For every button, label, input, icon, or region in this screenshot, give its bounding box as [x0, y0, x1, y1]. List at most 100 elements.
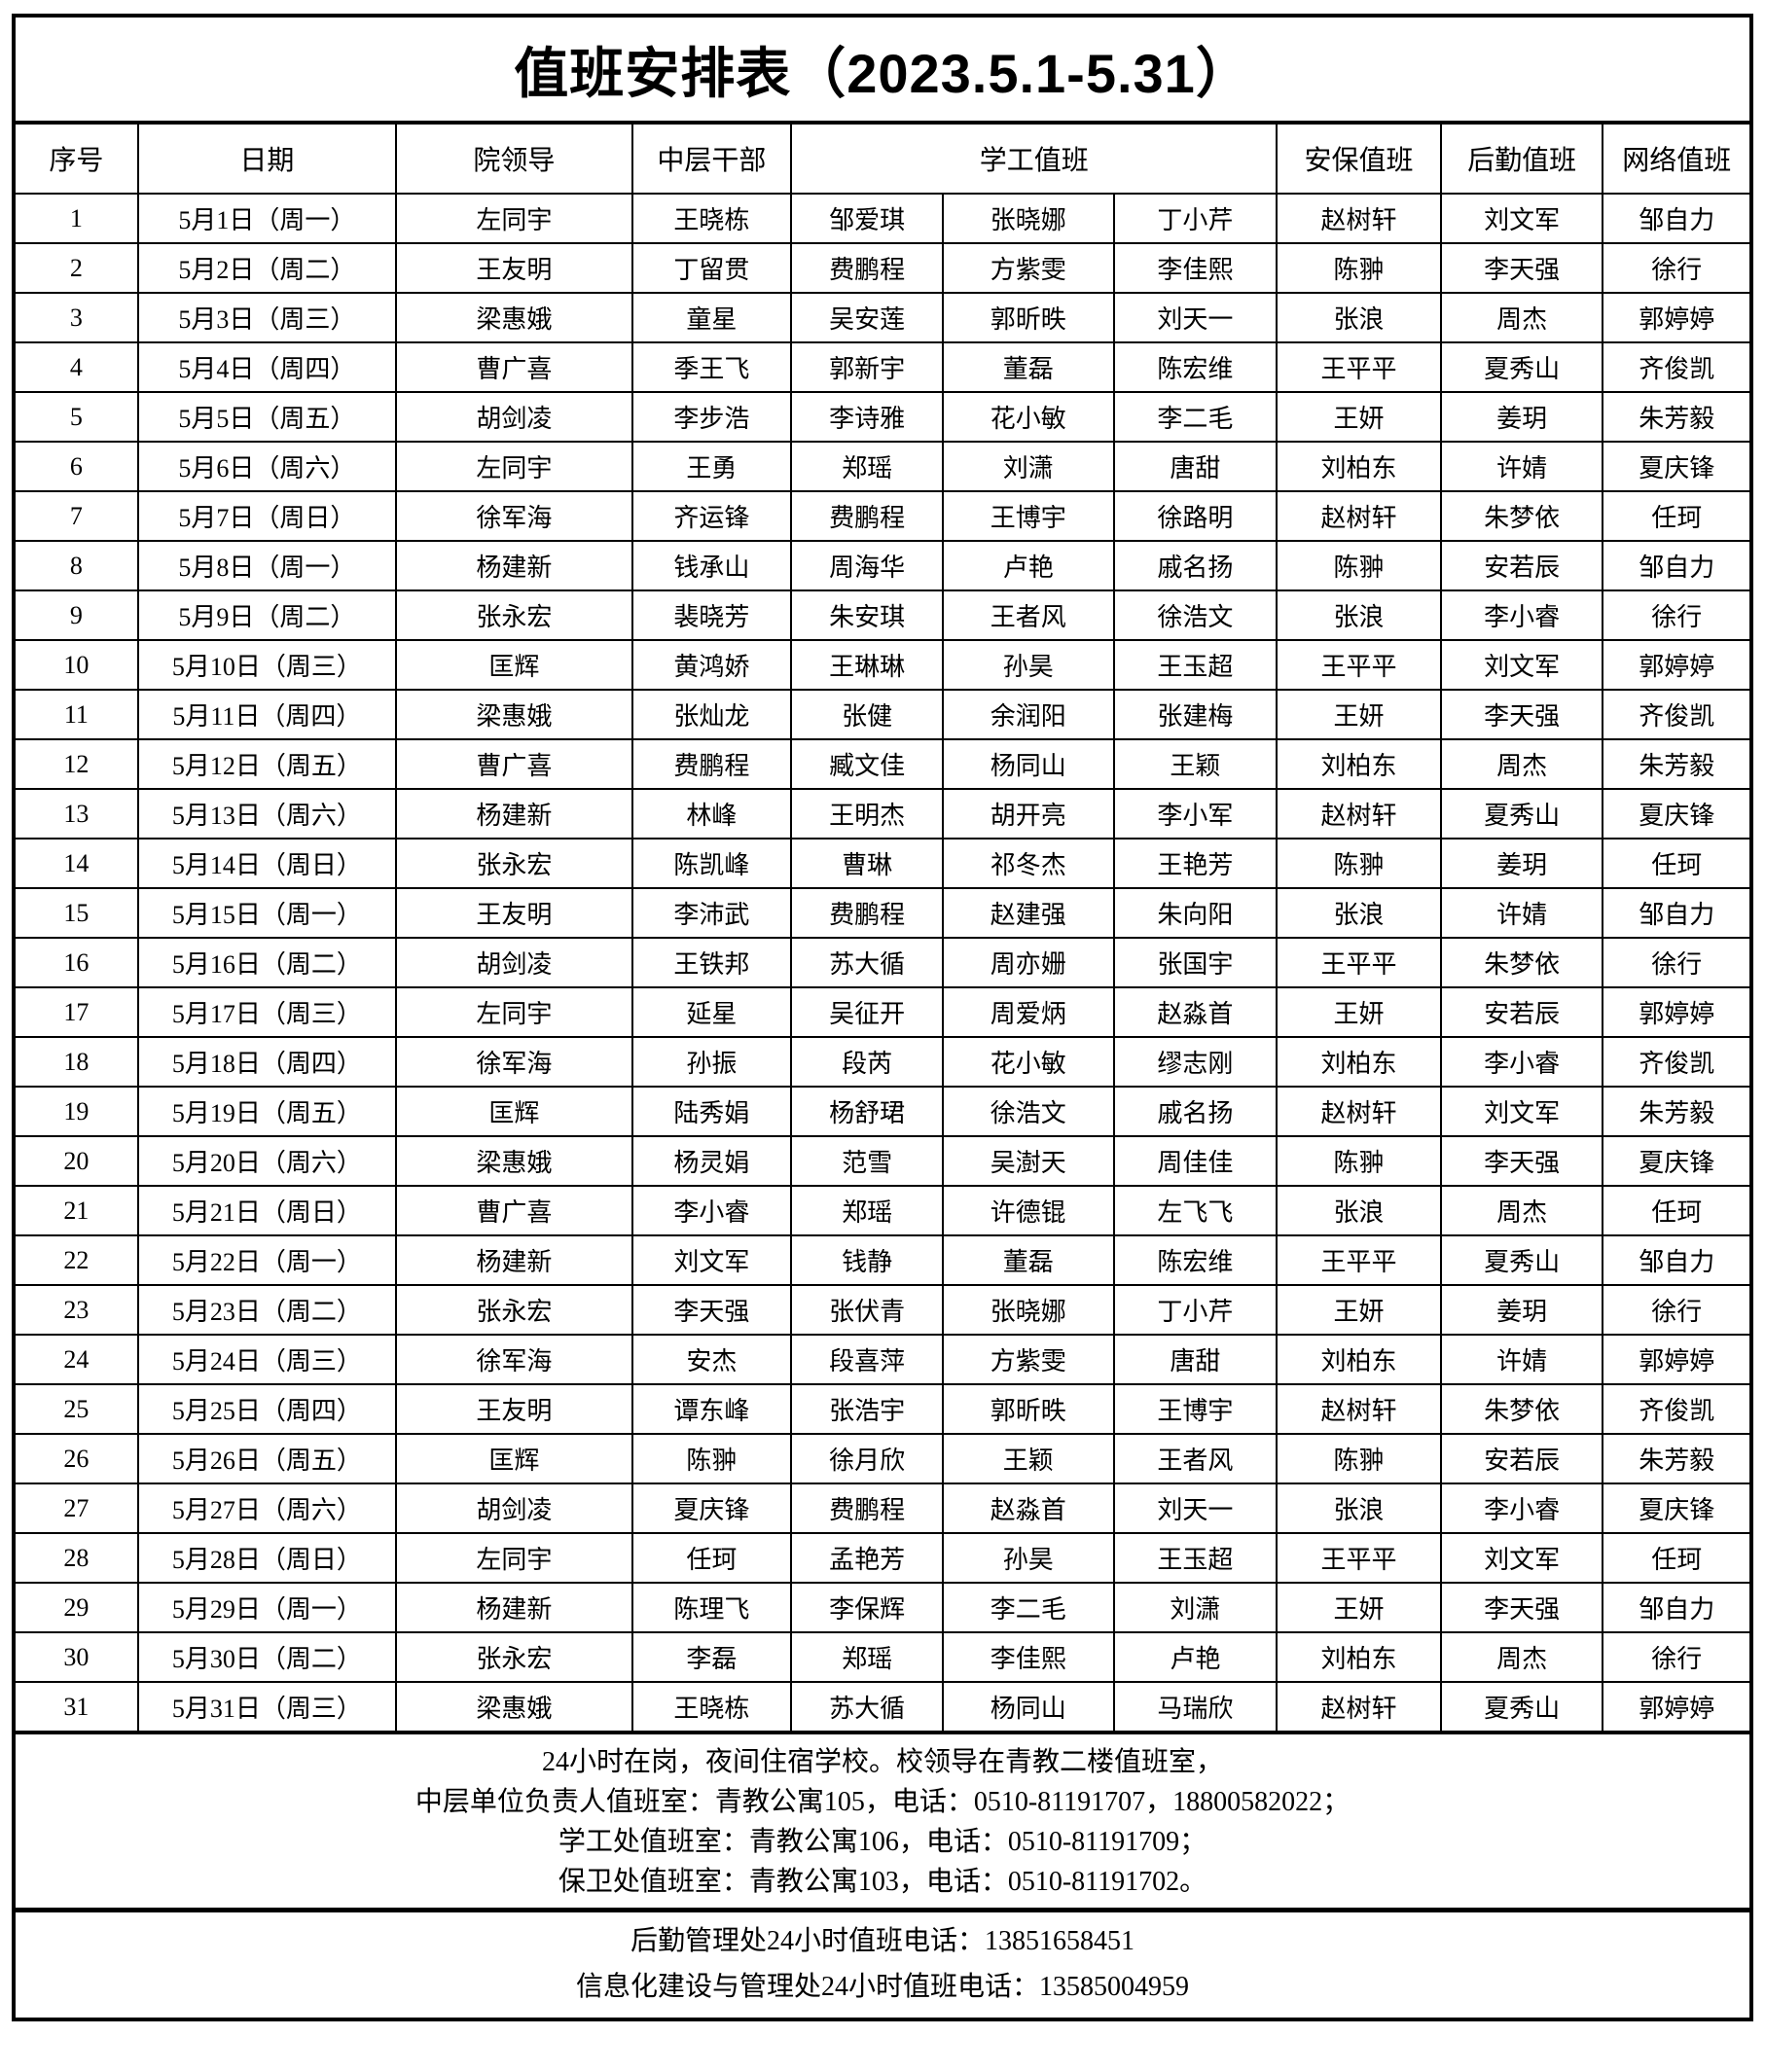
seq-cell: 20	[13, 1135, 139, 1187]
seq-cell: 7	[13, 490, 139, 542]
security-cell: 王平平	[1276, 1234, 1442, 1286]
student-cell-1: 费鹏程	[790, 490, 944, 542]
date-cell: 5月9日（周二）	[136, 589, 398, 641]
logistics-cell: 李天强	[1439, 1135, 1604, 1187]
student-cell-2: 李佳熙	[941, 1631, 1115, 1683]
seq-cell: 16	[13, 937, 139, 988]
student-cell-2: 祁冬杰	[941, 838, 1115, 889]
date-cell: 5月26日（周五）	[136, 1433, 398, 1484]
date-cell: 5月16日（周二）	[136, 937, 398, 988]
security-cell: 赵树轩	[1276, 1086, 1442, 1137]
leader-cell: 曹广喜	[395, 1185, 633, 1236]
network-cell: 邹自力	[1602, 540, 1752, 591]
student-cell-3: 马瑞欣	[1112, 1681, 1279, 1733]
student-cell-2: 许德锟	[941, 1185, 1115, 1236]
student-cell-1: 王明杰	[790, 788, 944, 840]
network-cell: 徐行	[1602, 937, 1752, 988]
student-cell-1: 吴征开	[790, 986, 944, 1038]
security-cell: 王平平	[1276, 937, 1442, 988]
logistics-cell: 姜玥	[1439, 391, 1604, 443]
table-row: 9 5月9日（周二） 张永宏 裴晓芳 朱安琪 王者风 徐浩文 张浪 李小睿 徐行	[13, 589, 1752, 641]
student-cell-2: 郭昕昳	[941, 1383, 1115, 1435]
cadre-cell: 延星	[630, 986, 793, 1038]
student-cell-2: 李二毛	[941, 1582, 1115, 1633]
network-cell: 朱芳毅	[1602, 391, 1752, 443]
leader-cell: 杨建新	[395, 540, 633, 591]
seq-cell: 14	[13, 838, 139, 889]
note-line-it-hotline: 信息化建设与管理处24小时值班电话：13585004959	[575, 1972, 1189, 2002]
date-cell: 5月5日（周五）	[136, 391, 398, 443]
table-row: 7 5月7日（周日） 徐军海 齐运锋 费鹏程 王博宇 徐路明 赵树轩 朱梦依 任珂	[13, 490, 1752, 542]
student-cell-2: 花小敏	[941, 1036, 1115, 1088]
leader-cell: 曹广喜	[395, 738, 633, 790]
student-cell-2: 周亦姗	[941, 937, 1115, 988]
col-header-student: 学工值班	[790, 122, 1279, 195]
leader-cell: 王友明	[395, 242, 633, 294]
leader-cell: 梁惠娥	[395, 292, 633, 343]
student-cell-1: 费鹏程	[790, 242, 944, 294]
student-cell-3: 缪志刚	[1112, 1036, 1279, 1088]
student-cell-3: 刘天一	[1112, 292, 1279, 343]
leader-cell: 徐军海	[395, 1036, 633, 1088]
date-cell: 5月13日（周六）	[136, 788, 398, 840]
leader-cell: 王友明	[395, 1383, 633, 1435]
cadre-cell: 丁留贯	[630, 242, 793, 294]
leader-cell: 左同宇	[395, 441, 633, 492]
leader-cell: 杨建新	[395, 1234, 633, 1286]
network-cell: 郭婷婷	[1602, 1334, 1752, 1385]
logistics-cell: 姜玥	[1439, 1284, 1604, 1336]
date-cell: 5月11日（周四）	[136, 689, 398, 740]
network-cell: 邹自力	[1602, 193, 1752, 244]
date-cell: 5月10日（周三）	[136, 639, 398, 691]
student-cell-3: 卢艳	[1112, 1631, 1279, 1683]
seq-cell: 30	[13, 1631, 139, 1683]
security-cell: 张浪	[1276, 1483, 1442, 1534]
seq-cell: 6	[13, 441, 139, 492]
student-cell-1: 郑瑶	[790, 1185, 944, 1236]
table-row: 25 5月25日（周四） 王友明 谭东峰 张浩宇 郭昕昳 王博宇 赵树轩 朱梦依 齐俊凯	[13, 1383, 1752, 1435]
notes-hotlines-cell: 后勤管理处24小时值班电话：13851658451 信息化建设与管理处24小时值…	[13, 1908, 1752, 2020]
table-row: 3 5月3日（周三） 梁惠娥 童星 吴安莲 郭昕昳 刘天一 张浪 周杰 郭婷婷	[13, 292, 1752, 343]
student-cell-3: 王者风	[1112, 1433, 1279, 1484]
date-cell: 5月25日（周四）	[136, 1383, 398, 1435]
cadre-cell: 陈凯峰	[630, 838, 793, 889]
duty-schedule-table: 值班安排表（2023.5.1-5.31） 序号 日期 院领导 中层干部 学工值班…	[12, 14, 1753, 2021]
cadre-cell: 谭东峰	[630, 1383, 793, 1435]
schedule-tbody: 1 5月1日（周一） 左同宇 王晓栋 邹爱琪 张晓娜 丁小芹 赵树轩 刘文军 邹自力 2 5月2日（周…	[13, 193, 1752, 1733]
security-cell: 王妍	[1276, 391, 1442, 443]
seq-cell: 23	[13, 1284, 139, 1336]
logistics-cell: 周杰	[1439, 1631, 1604, 1683]
logistics-cell: 许婧	[1439, 1334, 1604, 1385]
student-cell-1: 苏大循	[790, 1681, 944, 1733]
student-cell-2: 张晓娜	[941, 1284, 1115, 1336]
student-cell-3: 张建梅	[1112, 689, 1279, 740]
student-cell-3: 李二毛	[1112, 391, 1279, 443]
cadre-cell: 齐运锋	[630, 490, 793, 542]
student-cell-2: 王颖	[941, 1433, 1115, 1484]
student-cell-2: 卢艳	[941, 540, 1115, 591]
leader-cell: 杨建新	[395, 788, 633, 840]
security-cell: 刘柏东	[1276, 1036, 1442, 1088]
table-row: 20 5月20日（周六） 梁惠娥 杨灵娟 范雪 吴澍天 周佳佳 陈翀 李天强 夏庆锋	[13, 1135, 1752, 1187]
page-title: 值班安排表（2023.5.1-5.31）	[13, 15, 1752, 125]
network-cell: 朱芳毅	[1602, 738, 1752, 790]
network-cell: 夏庆锋	[1602, 441, 1752, 492]
seq-cell: 24	[13, 1334, 139, 1385]
network-cell: 徐行	[1602, 242, 1752, 294]
student-cell-2: 花小敏	[941, 391, 1115, 443]
logistics-cell: 许婧	[1439, 441, 1604, 492]
logistics-cell: 夏秀山	[1439, 341, 1604, 393]
seq-cell: 26	[13, 1433, 139, 1484]
student-cell-3: 赵淼首	[1112, 986, 1279, 1038]
student-cell-1: 费鹏程	[790, 1483, 944, 1534]
leader-cell: 张永宏	[395, 589, 633, 641]
note-line-logistics-hotline: 后勤管理处24小时值班电话：13851658451	[630, 1926, 1135, 1956]
table-row: 19 5月19日（周五） 匡辉 陆秀娟 杨舒珺 徐浩文 戚名扬 赵树轩 刘文军 朱芳毅	[13, 1086, 1752, 1137]
leader-cell: 匡辉	[395, 1433, 633, 1484]
leader-cell: 徐军海	[395, 490, 633, 542]
table-row: 17 5月17日（周三） 左同宇 延星 吴征开 周爱炳 赵淼首 王妍 安若辰 郭婷婷	[13, 986, 1752, 1038]
student-cell-1: 郭新宇	[790, 341, 944, 393]
cadre-cell: 李磊	[630, 1631, 793, 1683]
security-cell: 刘柏东	[1276, 1334, 1442, 1385]
title-row: 值班安排表（2023.5.1-5.31）	[13, 15, 1752, 125]
